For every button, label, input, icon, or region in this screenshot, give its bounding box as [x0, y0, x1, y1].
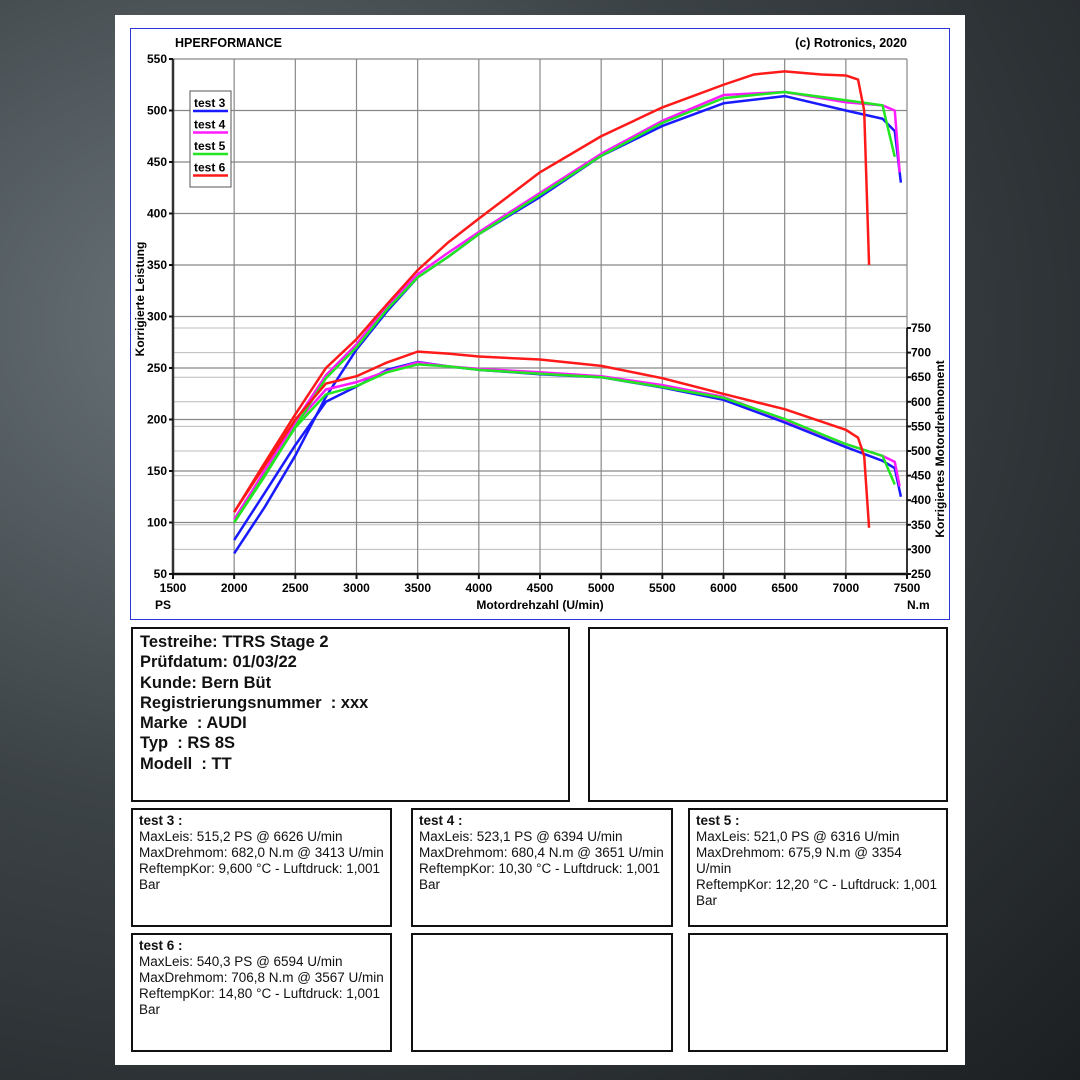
test-maxleis: MaxLeis: 523,1 PS @ 6394 U/min — [419, 829, 623, 844]
y-right-tick-label: 550 — [911, 419, 931, 433]
torque-line-test-5 — [233, 363, 896, 524]
x-tick-label: 2500 — [282, 581, 309, 595]
x-tick-label: 5500 — [649, 581, 676, 595]
unit-right: N.m — [907, 598, 930, 612]
info-modell: Modell : TT — [140, 754, 232, 773]
test-6-summary: test 6 : MaxLeis: 540,3 PS @ 6594 U/min … — [131, 933, 392, 1052]
x-tick-label: 6000 — [710, 581, 737, 595]
legend-label: test 4 — [194, 118, 226, 132]
test-5-summary: test 5 : MaxLeis: 521,0 PS @ 6316 U/min … — [688, 808, 948, 927]
y-left-tick-label: 50 — [154, 567, 168, 581]
info-testreihe: Testreihe: TTRS Stage 2 — [140, 633, 329, 651]
y-right-tick-label: 650 — [911, 370, 931, 384]
y-left-tick-label: 100 — [147, 516, 167, 530]
y-right-tick-label: 250 — [911, 567, 931, 581]
test-title: test 3 : — [139, 813, 183, 828]
test-reftemp: ReftempKor: 12,20 °C - Luftdruck: 1,001 … — [696, 877, 941, 908]
x-tick-label: 4000 — [465, 581, 492, 595]
empty-panel — [588, 627, 948, 802]
power-line-test-3 — [233, 94, 903, 555]
torque-line-test-6 — [233, 350, 871, 528]
y-right-tick-label: 700 — [911, 346, 931, 360]
test-title: test 5 : — [696, 813, 740, 828]
test-maxdrehmom: MaxDrehmom: 680,4 N.m @ 3651 U/min — [419, 845, 664, 860]
y-right-tick-label: 450 — [911, 469, 931, 483]
test-title: test 6 : — [139, 938, 183, 953]
test-maxdrehmom: MaxDrehmom: 675,9 N.m @ 3354 U/min — [696, 845, 906, 876]
empty-summary-box — [688, 933, 948, 1052]
y-right-tick-label: 350 — [911, 518, 931, 532]
test-3-summary: test 3 : MaxLeis: 515,2 PS @ 6626 U/min … — [131, 808, 392, 927]
test-reftemp: ReftempKor: 9,600 °C - Luftdruck: 1,001 … — [139, 861, 384, 892]
x-tick-label: 5000 — [588, 581, 615, 595]
test-reftemp: ReftempKor: 14,80 °C - Luftdruck: 1,001 … — [139, 986, 384, 1017]
x-tick-label: 1500 — [160, 581, 187, 595]
y-left-tick-label: 200 — [147, 413, 167, 427]
y-left-tick-label: 150 — [147, 464, 167, 478]
power-line-test-4 — [233, 90, 901, 521]
test-title: test 4 : — [419, 813, 463, 828]
test-maxdrehmom: MaxDrehmom: 682,0 N.m @ 3413 U/min — [139, 845, 384, 860]
y-left-tick-label: 450 — [147, 155, 167, 169]
legend-box — [189, 90, 232, 188]
test-info-panel: Testreihe: TTRS Stage 2 Prüfdatum: 01/03… — [131, 627, 570, 802]
y-right-tick-label: 600 — [911, 395, 931, 409]
test-reftemp: ReftempKor: 10,30 °C - Luftdruck: 1,001 … — [419, 861, 664, 892]
y-right-tick-label: 500 — [911, 444, 931, 458]
test-maxleis: MaxLeis: 540,3 PS @ 6594 U/min — [139, 954, 343, 969]
info-registrierungsnummer: Registrierungsnummer : xxx — [140, 693, 369, 712]
test-maxdrehmom: MaxDrehmom: 706,8 N.m @ 3567 U/min — [139, 970, 384, 985]
empty-summary-box — [411, 933, 673, 1052]
legend-label: test 3 — [194, 96, 226, 110]
x-tick-label: 7000 — [832, 581, 859, 595]
info-kunde: Kunde: Bern Büt — [140, 673, 272, 692]
y-left-label: Korrigierte Leistung — [133, 242, 147, 357]
legend-label: test 5 — [194, 139, 226, 153]
test-maxleis: MaxLeis: 515,2 PS @ 6626 U/min — [139, 829, 343, 844]
info-pruefdatum: Prüfdatum: 01/03/22 — [140, 653, 297, 672]
y-right-tick-label: 300 — [911, 542, 931, 556]
dyno-chart: 50 100 150 200 250 300 350 400 450 500 550 250 300 35… — [130, 28, 950, 620]
y-left-tick-label: 550 — [147, 52, 167, 66]
y-left-tick-label: 400 — [147, 207, 167, 221]
chart-copyright: (c) Rotronics, 2020 — [795, 36, 907, 50]
test-4-summary: test 4 : MaxLeis: 523,1 PS @ 6394 U/min … — [411, 808, 673, 927]
y-right-tick-label: 750 — [911, 321, 931, 335]
y-left-tick-label: 350 — [147, 258, 167, 272]
chart-brand: HPERFORMANCE — [175, 36, 282, 50]
test-maxleis: MaxLeis: 521,0 PS @ 6316 U/min — [696, 829, 900, 844]
y-right-tick-label: 400 — [911, 493, 931, 507]
dyno-chart-svg: 50 100 150 200 250 300 350 400 450 500 550 250 300 35… — [133, 36, 947, 612]
x-axis-label: Motordrehzahl (U/min) — [476, 598, 603, 612]
x-tick-label: 3500 — [404, 581, 431, 595]
y-left-tick-label: 250 — [147, 361, 167, 375]
x-tick-label: 2000 — [221, 581, 248, 595]
info-marke: Marke : AUDI — [140, 714, 247, 733]
x-tick-label: 7500 — [894, 581, 921, 595]
y-right-label: Korrigiertes Motordrehmoment — [933, 360, 947, 537]
x-tick-label: 4500 — [527, 581, 554, 595]
x-tick-label: 6500 — [771, 581, 798, 595]
unit-left: PS — [155, 598, 171, 612]
info-typ: Typ : RS 8S — [140, 734, 236, 753]
x-tick-label: 3000 — [343, 581, 370, 595]
legend-label: test 6 — [194, 161, 226, 175]
power-line-test-6 — [233, 70, 871, 513]
y-left-tick-label: 500 — [147, 104, 167, 118]
y-left-tick-label: 300 — [147, 310, 167, 324]
